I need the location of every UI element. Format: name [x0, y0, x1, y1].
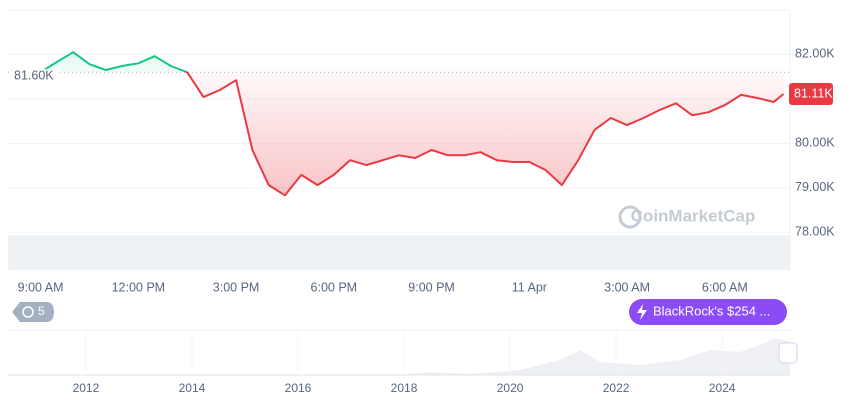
- y-tick-label: 79.00K: [795, 180, 835, 194]
- x-tick-label: 6:00 PM: [311, 280, 358, 294]
- navigator-year: 2014: [179, 381, 206, 395]
- x-tick-label: 12:00 PM: [112, 280, 166, 294]
- x-tick-label: 3:00 PM: [213, 280, 260, 294]
- navigator-year: 2018: [391, 381, 418, 395]
- reference-label-bg: [10, 69, 60, 85]
- x-tick-label: 3:00 AM: [604, 280, 650, 294]
- history-button[interactable]: 5: [12, 302, 54, 322]
- navigator-year: 2022: [603, 381, 630, 395]
- history-count: 5: [38, 304, 45, 318]
- watermark-logo: [618, 205, 642, 229]
- news-badge[interactable]: BlackRock's $254 ...: [629, 299, 787, 325]
- navigator-handle[interactable]: [778, 342, 798, 364]
- navigator-area: [8, 338, 790, 375]
- price-line: [9, 51, 785, 197]
- navigator-year: 2012: [73, 381, 100, 395]
- navigator-year: 2024: [709, 381, 736, 395]
- x-tick-label: 6:00 AM: [702, 280, 748, 294]
- x-tick-label: 9:00 PM: [408, 280, 455, 294]
- x-tick-label: 11 Apr: [512, 280, 547, 294]
- price-area: [10, 52, 784, 196]
- reference-label: 81.60K: [14, 69, 54, 83]
- news-text: BlackRock's $254 ...: [653, 303, 770, 318]
- y-tick-label: 82.00K: [795, 47, 835, 61]
- x-tick-label: 9:00 AM: [18, 280, 64, 294]
- current-price-label: 81.11K: [794, 86, 833, 100]
- watermark: CoinMarketCap: [631, 206, 756, 225]
- navigator-year: 2016: [285, 381, 312, 395]
- y-tick-label: 80.00K: [795, 136, 835, 150]
- volume-area: [8, 235, 790, 270]
- navigator-year: 2020: [497, 381, 524, 395]
- y-tick-label: 78.00K: [795, 225, 835, 239]
- current-price-tag: [789, 83, 833, 105]
